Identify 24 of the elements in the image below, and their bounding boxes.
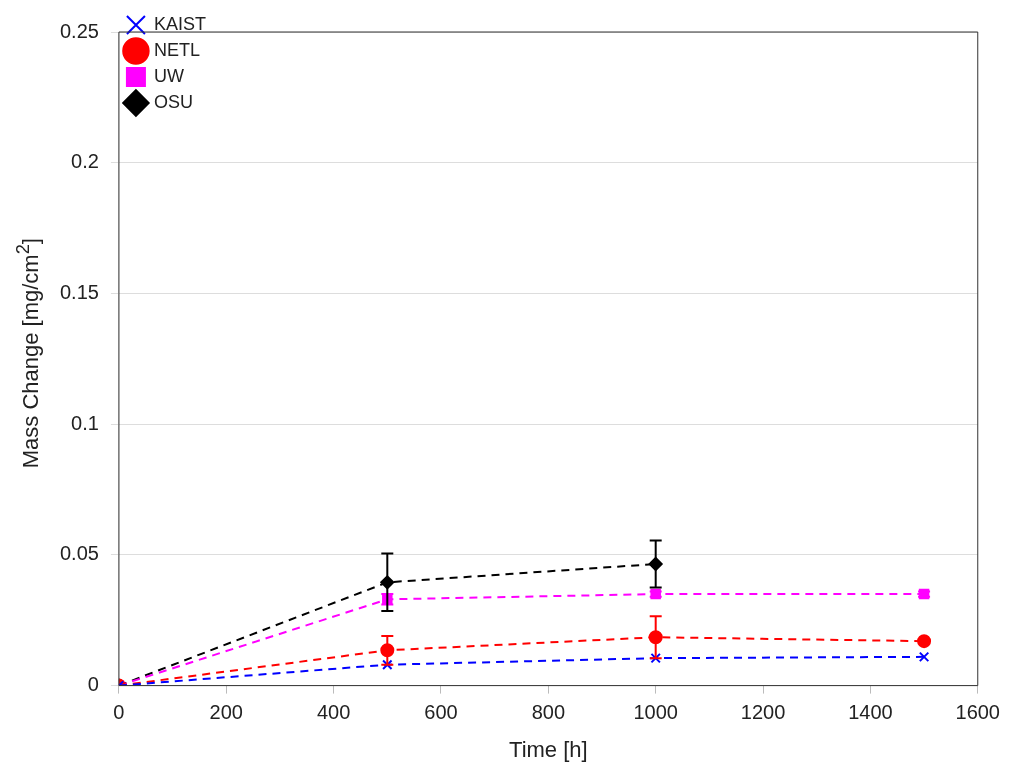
- x-tick-label: 200: [209, 701, 243, 724]
- x-tick-label: 800: [531, 701, 566, 724]
- legend-label: UW: [153, 65, 184, 86]
- x-tick-label: 1600: [955, 701, 1000, 724]
- y-tick-label: 0.25: [59, 19, 99, 42]
- x-tick-label: 1000: [633, 701, 678, 724]
- y-tick-label: 0.05: [59, 542, 99, 565]
- point: [650, 652, 661, 664]
- x-tick-label: 1200: [740, 701, 786, 724]
- x-axis-title: Time [h]: [509, 736, 588, 762]
- point: [917, 634, 932, 649]
- y-tick-label: 0.1: [71, 411, 99, 434]
- legend-label: KAIST: [153, 13, 206, 34]
- y-tick-label: 0.2: [71, 150, 99, 173]
- x-tick-label: 600: [424, 701, 458, 724]
- x-tick-label: 1400: [848, 701, 893, 724]
- legend-label: NETL: [153, 39, 200, 60]
- x-tick-label: 400: [316, 701, 351, 724]
- y-tick-label: 0.15: [59, 280, 99, 303]
- y-tick-label: 0: [87, 673, 99, 696]
- x-tick-label: 0: [113, 701, 125, 724]
- legend-label: OSU: [153, 91, 193, 112]
- point: [382, 659, 393, 670]
- point: [918, 651, 930, 663]
